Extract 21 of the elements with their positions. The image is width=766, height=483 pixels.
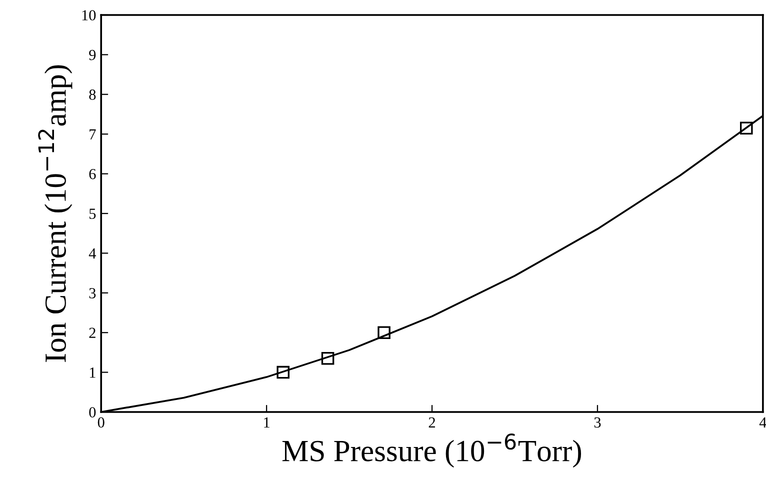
y-tick-label: 9 [89,50,96,60]
y-tick-label: 3 [89,288,96,298]
x-tick-label: 1 [264,417,270,428]
y-tick-label: 1 [90,368,96,378]
point [321,352,334,365]
point [378,326,390,339]
y-tick-label: 0 [89,407,96,418]
y-tick-label: 8 [89,90,96,100]
y-tick-label: 6 [89,168,96,180]
x-axis-title: MS Pressure (10$^{−6}$Torr) [282,433,582,468]
x-tick-label: 0 [98,417,104,428]
y-tick-label: 7 [90,129,96,140]
y-tick-label: 4 [88,248,96,258]
x-tick-label: 2 [428,417,435,428]
point [740,122,753,135]
y-tick-label: 10 [82,10,96,20]
y-tick-label: 2 [89,328,96,338]
point [276,366,290,379]
y-tick-label: 5 [90,208,96,219]
y-axis-title: Ion Current (10$^{−12}$amp) [38,65,72,362]
x-tick-label: 3 [594,417,601,428]
